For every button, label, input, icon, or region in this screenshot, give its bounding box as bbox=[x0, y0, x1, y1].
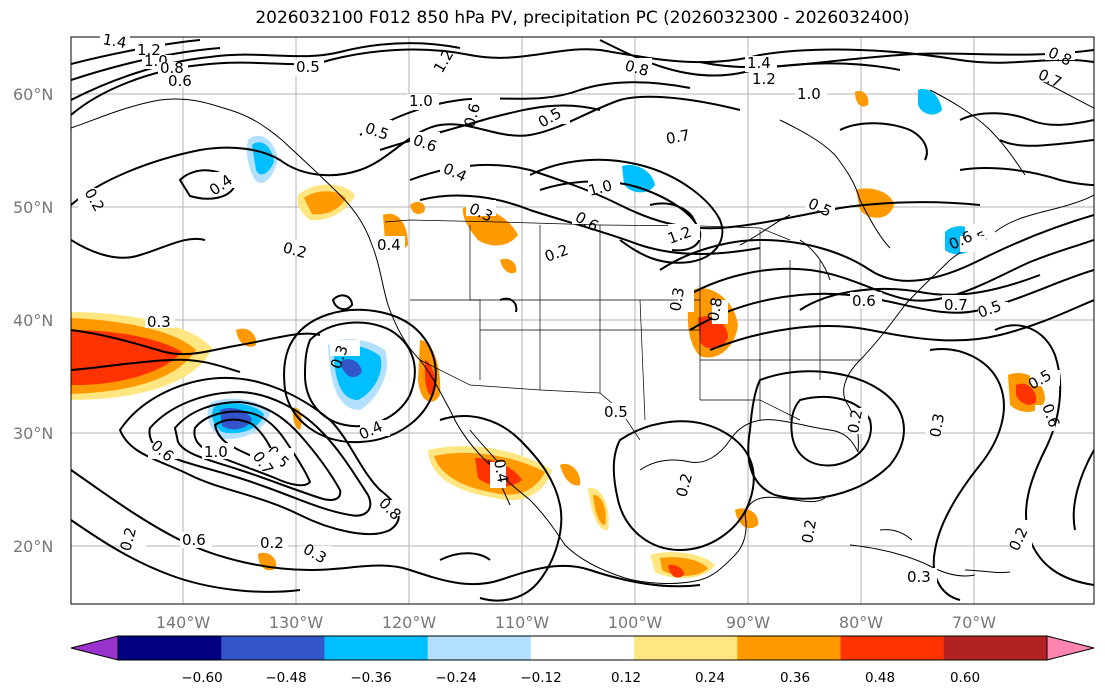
lon-label: 110°W bbox=[495, 613, 550, 632]
latitude-labels: 60°N 50°N 40°N 30°N 20°N bbox=[13, 85, 53, 556]
lon-label: 140°W bbox=[156, 613, 211, 632]
colorbar bbox=[70, 635, 1095, 661]
map-title: 2026032100 F012 850 hPa PV, precipitatio… bbox=[255, 8, 910, 28]
lon-label: 80°W bbox=[839, 613, 883, 632]
lon-label: 120°W bbox=[382, 613, 437, 632]
colorbar-segment bbox=[737, 636, 842, 660]
contour-label: 0.6 bbox=[460, 101, 484, 129]
lat-label: 30°N bbox=[13, 424, 53, 443]
colorbar-extend-high bbox=[1046, 635, 1095, 661]
colorbar-label: −0.36 bbox=[350, 670, 391, 686]
contour-label: 0.6 bbox=[852, 292, 876, 310]
contour-label: 0.2 bbox=[672, 471, 696, 499]
contour-label: 0.3 bbox=[666, 286, 688, 313]
contour-label: 1.4 bbox=[747, 54, 771, 72]
longitude-labels: 140°W 130°W 120°W 110°W 100°W 90°W 80°W … bbox=[156, 613, 996, 632]
colorbar-label: 0.12 bbox=[611, 670, 641, 686]
lon-label: 90°W bbox=[726, 613, 770, 632]
colorbar-label: 0.48 bbox=[865, 670, 895, 686]
contour-label: 0.5 bbox=[296, 58, 320, 76]
colorbar-segment bbox=[634, 636, 738, 660]
contour-label: 0.7 bbox=[665, 126, 692, 148]
contour-label: 0.3 bbox=[926, 412, 948, 439]
contour-label: 0.2 bbox=[281, 238, 309, 262]
colorbar-label: −0.60 bbox=[181, 670, 222, 686]
contour-label: 1.2 bbox=[137, 41, 161, 59]
contour-label: 1.0 bbox=[409, 92, 433, 110]
contour-label: 0.3 bbox=[907, 568, 931, 586]
contour-label: 0.3 bbox=[147, 313, 171, 331]
contour-label: 0.8 bbox=[704, 296, 726, 323]
contour-label: 0.8 bbox=[623, 56, 651, 80]
colorbar-label: 0.24 bbox=[695, 670, 725, 686]
contour-label: 0.3 bbox=[300, 540, 330, 568]
contour-label: 0.8 bbox=[375, 494, 405, 524]
contour-label: 0.4 bbox=[490, 458, 512, 485]
contour-label: 0.6 bbox=[182, 531, 206, 549]
contour-label: 0.8 bbox=[160, 59, 184, 77]
contour-label: 0.2 bbox=[260, 534, 284, 552]
colorbar-extend-low bbox=[70, 635, 119, 661]
lat-label: 20°N bbox=[13, 537, 53, 556]
lon-label: 130°W bbox=[269, 613, 324, 632]
coastlines bbox=[71, 79, 1094, 585]
political-borders bbox=[384, 219, 860, 441]
contour-label: 0.4 bbox=[377, 236, 401, 254]
lat-label: 40°N bbox=[13, 311, 53, 330]
colorbar-segment bbox=[427, 636, 532, 660]
contour-label: 0.7 bbox=[944, 296, 968, 314]
precipitation-shading bbox=[71, 89, 1045, 579]
contour-label: 1.0 bbox=[797, 85, 821, 103]
contour-label: 1.2 bbox=[752, 70, 776, 88]
contour-label: 1.4 bbox=[101, 30, 128, 52]
colorbar-label: 0.36 bbox=[780, 670, 810, 686]
contour-label: 0.2 bbox=[798, 518, 820, 545]
colorbar-labels: −0.60 −0.48 −0.36 −0.24 −0.12 0.12 0.24 … bbox=[181, 670, 980, 686]
contour-label: 0.5 bbox=[604, 403, 628, 421]
contour-label: 0.6 bbox=[168, 72, 192, 90]
contour-label: 1.0 bbox=[586, 176, 614, 200]
contour-label: 0.2 bbox=[116, 525, 140, 553]
lon-label: 100°W bbox=[608, 613, 663, 632]
colorbar-segment bbox=[943, 636, 1048, 660]
pv-contours bbox=[71, 39, 1094, 602]
colorbar-frame bbox=[117, 635, 1048, 661]
colorbar-label: 0.60 bbox=[950, 670, 980, 686]
colorbar-label: −0.48 bbox=[265, 670, 306, 686]
lat-label: 50°N bbox=[13, 198, 53, 217]
colorbar-segment bbox=[530, 636, 635, 660]
colorbar-label: −0.12 bbox=[520, 670, 561, 686]
lon-label: 70°W bbox=[952, 613, 996, 632]
lat-label: 60°N bbox=[13, 85, 53, 104]
colorbar-segment bbox=[840, 636, 945, 660]
colorbar-segment bbox=[118, 636, 222, 660]
colorbar-segment bbox=[221, 636, 325, 660]
map-gridlines bbox=[71, 37, 1094, 604]
contour-labels: 1.4 1.2 1.0 0.8 0.6 0.5 1.2 0.8 1.4 1.2 … bbox=[78, 30, 1075, 586]
map-frame bbox=[70, 36, 1095, 605]
contour-label: 0.2 bbox=[844, 408, 866, 435]
colorbar-segment bbox=[324, 636, 429, 660]
contour-label: 1.0 bbox=[204, 443, 228, 461]
colorbar-label: −0.24 bbox=[435, 670, 476, 686]
